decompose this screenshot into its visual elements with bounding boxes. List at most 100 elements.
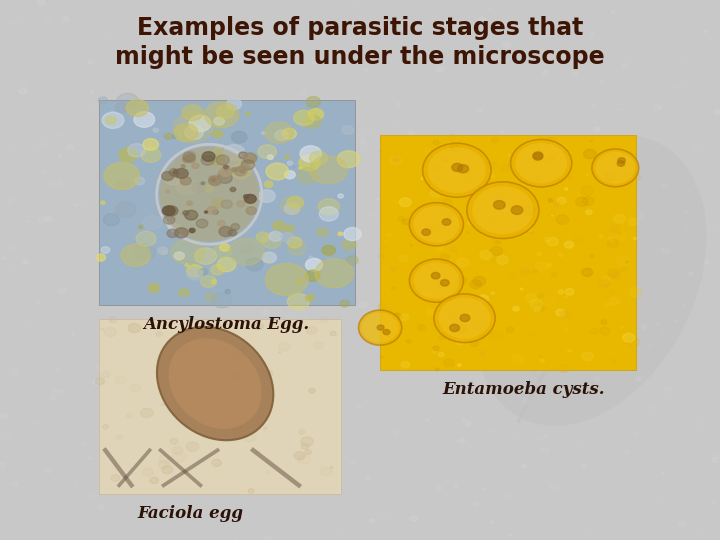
Circle shape: [58, 154, 62, 157]
Circle shape: [523, 159, 536, 168]
Circle shape: [299, 430, 305, 434]
Circle shape: [205, 293, 217, 302]
Circle shape: [0, 413, 8, 418]
Circle shape: [501, 164, 510, 171]
Circle shape: [564, 296, 568, 298]
Circle shape: [262, 252, 276, 263]
Circle shape: [171, 239, 204, 265]
Circle shape: [342, 240, 356, 250]
Circle shape: [295, 410, 297, 411]
Circle shape: [344, 227, 361, 241]
Circle shape: [436, 312, 448, 321]
Circle shape: [436, 66, 444, 72]
Circle shape: [306, 295, 315, 301]
Circle shape: [104, 163, 140, 190]
Circle shape: [438, 353, 444, 357]
Circle shape: [372, 25, 376, 28]
Circle shape: [458, 150, 463, 154]
Circle shape: [450, 247, 457, 252]
Circle shape: [400, 198, 411, 207]
Circle shape: [478, 295, 489, 303]
Ellipse shape: [410, 259, 464, 302]
FancyBboxPatch shape: [99, 319, 341, 494]
Circle shape: [175, 228, 188, 238]
Ellipse shape: [359, 310, 402, 345]
Circle shape: [624, 186, 628, 189]
Circle shape: [244, 194, 256, 203]
Circle shape: [703, 260, 708, 264]
Circle shape: [442, 219, 451, 225]
Circle shape: [177, 170, 186, 176]
Circle shape: [549, 214, 554, 218]
Circle shape: [330, 331, 336, 336]
Circle shape: [162, 206, 175, 215]
Circle shape: [182, 105, 203, 120]
Circle shape: [318, 199, 339, 215]
Circle shape: [436, 246, 444, 251]
Circle shape: [490, 257, 497, 262]
Circle shape: [173, 173, 179, 177]
FancyBboxPatch shape: [380, 135, 636, 370]
FancyBboxPatch shape: [99, 100, 355, 305]
Circle shape: [613, 214, 626, 223]
Circle shape: [208, 380, 213, 383]
Circle shape: [433, 346, 439, 350]
Circle shape: [473, 276, 486, 286]
Circle shape: [447, 217, 458, 225]
Circle shape: [258, 190, 275, 202]
Circle shape: [166, 190, 170, 193]
Circle shape: [621, 267, 626, 272]
Circle shape: [600, 160, 602, 161]
Circle shape: [238, 167, 245, 172]
Circle shape: [387, 331, 395, 337]
Circle shape: [217, 220, 225, 226]
Circle shape: [618, 233, 626, 240]
Circle shape: [444, 159, 447, 161]
Circle shape: [246, 112, 250, 115]
Circle shape: [210, 333, 221, 341]
Circle shape: [534, 261, 547, 271]
Circle shape: [480, 351, 485, 356]
Circle shape: [174, 224, 181, 229]
Circle shape: [229, 239, 264, 265]
Circle shape: [469, 291, 470, 292]
Circle shape: [183, 211, 189, 215]
Circle shape: [556, 215, 569, 224]
Ellipse shape: [472, 186, 534, 234]
Circle shape: [315, 380, 320, 383]
Circle shape: [269, 231, 282, 241]
Circle shape: [506, 327, 514, 333]
Circle shape: [309, 256, 312, 259]
Circle shape: [618, 233, 621, 235]
Circle shape: [261, 309, 269, 315]
Circle shape: [179, 288, 189, 296]
Circle shape: [294, 451, 305, 460]
Ellipse shape: [438, 298, 490, 339]
Circle shape: [461, 259, 462, 260]
Ellipse shape: [510, 139, 572, 187]
Circle shape: [540, 359, 544, 362]
Circle shape: [450, 134, 456, 139]
Circle shape: [521, 268, 529, 274]
Circle shape: [233, 423, 241, 430]
Circle shape: [104, 328, 117, 337]
Circle shape: [624, 171, 636, 180]
Circle shape: [460, 314, 470, 322]
Circle shape: [237, 201, 245, 207]
Circle shape: [2, 256, 6, 260]
Circle shape: [127, 414, 132, 418]
Circle shape: [181, 345, 189, 351]
Circle shape: [93, 379, 100, 385]
Text: Faciola egg: Faciola egg: [138, 505, 244, 522]
Circle shape: [537, 252, 541, 255]
Circle shape: [254, 323, 264, 330]
Circle shape: [176, 443, 184, 449]
Circle shape: [469, 280, 482, 289]
Circle shape: [162, 466, 173, 474]
Circle shape: [158, 461, 168, 468]
Circle shape: [389, 315, 397, 322]
Circle shape: [167, 229, 178, 238]
Circle shape: [128, 323, 140, 333]
Circle shape: [522, 464, 526, 468]
Circle shape: [452, 163, 463, 172]
